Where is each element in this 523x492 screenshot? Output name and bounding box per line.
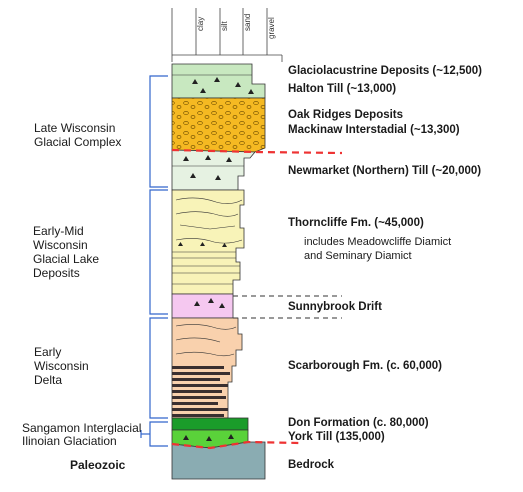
unconformity-lines (171, 148, 343, 450)
label-scarborough: Scarborough Fm. (c. 60,000) (288, 360, 443, 372)
label-newmarket: Newmarket (Northern) Till (~20,000) (288, 165, 482, 177)
label-york-till: York Till (135,000) (288, 431, 385, 443)
bedrock-layer (171, 441, 266, 480)
sunnybrook-markers (233, 295, 342, 319)
label-early-mid-wisconsin: Early-Mid Wisconsin Glacial Lake Deposit… (33, 224, 100, 280)
thorncliffe-layer (171, 189, 245, 295)
label-thorncliffe-note-1: includes Meadowcliffe Diamict (304, 236, 452, 248)
label-thorncliffe: Thorncliffe Fm. (~45,000) (288, 217, 424, 229)
label-glaciolacustrine: Glaciolacustrine Deposits (~12,500) (288, 65, 482, 77)
label-mackinaw: Mackinaw Interstadial (~13,300) (288, 124, 460, 136)
label-early-wisconsin-delta: Early Wisconsin Delta (34, 345, 89, 387)
halton-till-layer (171, 63, 266, 99)
newmarket-till-layer (171, 149, 256, 191)
label-illinoian: Ilinoian Glaciation (22, 434, 117, 448)
label-sangamon: Sangamon Interglacial (22, 421, 142, 435)
group-brackets (140, 75, 168, 447)
oak-ridges-layer (171, 97, 266, 153)
label-late-wisconsin: Late Wisconsin Glacial Complex (34, 121, 122, 149)
grain-scale-axis (171, 8, 283, 62)
scarborough-layer (171, 317, 243, 419)
label-oak-ridges: Oak Ridges Deposits (288, 109, 404, 121)
label-halton-till: Halton Till (~13,000) (288, 83, 397, 95)
label-thorncliffe-note-2: and Seminary Diamict (304, 250, 412, 262)
sunnybrook-layer (171, 293, 234, 319)
label-sunnybrook: Sunnybrook Drift (288, 301, 382, 313)
label-bedrock: Bedrock (288, 459, 335, 471)
don-formation-layer (171, 417, 249, 431)
label-paleozoic: Paleozoic (70, 458, 126, 472)
label-don-formation: Don Formation (c. 80,000) (288, 417, 429, 429)
